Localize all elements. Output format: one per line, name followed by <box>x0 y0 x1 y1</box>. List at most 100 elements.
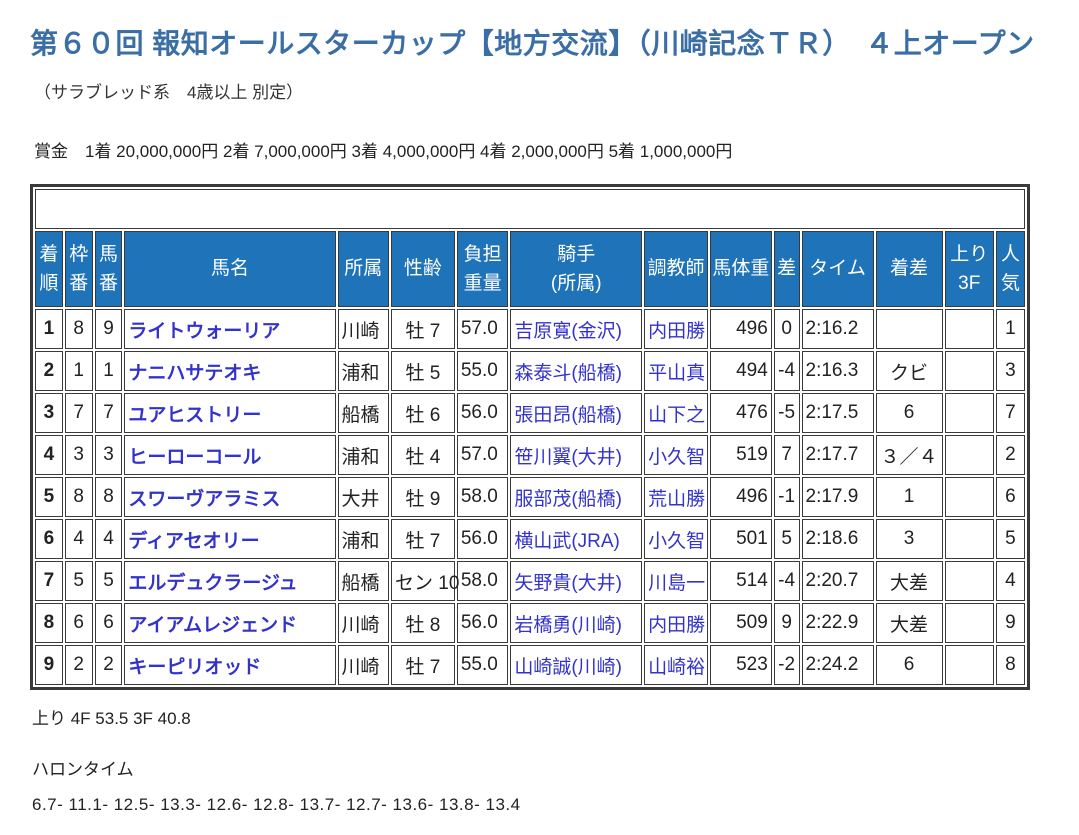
cell-popularity: 8 <box>995 645 1025 685</box>
cell-weight_diff: -4 <box>773 561 800 601</box>
cell-time: 2:17.7 <box>801 435 874 475</box>
cell-jockey: 横山武(JRA) <box>510 519 643 559</box>
cell-trainer: 小久智 <box>644 519 708 559</box>
cell-trainer: 内田勝 <box>644 603 708 643</box>
cell-rank: 1 <box>35 309 63 349</box>
cell-weight_carried: 56.0 <box>456 603 509 643</box>
horse-link[interactable]: ライトウォーリア <box>128 320 281 342</box>
cell-sex_age: 牡 7 <box>391 645 455 685</box>
cell-horse_weight: 509 <box>709 603 772 643</box>
cell-rank: 8 <box>35 603 63 643</box>
cell-popularity: 5 <box>995 519 1025 559</box>
cell-time: 2:22.9 <box>801 603 874 643</box>
cell-weight_carried: 57.0 <box>456 435 509 475</box>
cell-sex_age: 牡 4 <box>391 435 455 475</box>
horse-link[interactable]: ヒーローコール <box>128 446 262 468</box>
column-header-sex_age: 性齢 <box>391 231 455 307</box>
furlong-time-label: ハロンタイム <box>32 760 134 779</box>
cell-trainer: 荒山勝 <box>644 477 708 517</box>
result-row: 9 2 2 キーピリオッド 川崎牡 7 55.0 山崎誠(川崎) 山崎裕 523 -2 2:24.2… <box>35 645 1025 685</box>
cell-affiliation: 川崎 <box>337 309 389 349</box>
jockey-link[interactable]: 吉原寛(金沢) <box>514 320 622 342</box>
jockey-link[interactable]: 山崎誠(川崎) <box>514 656 622 678</box>
cell-number: 3 <box>94 435 123 475</box>
cell-last_3f <box>944 309 994 349</box>
column-header-weight_diff: 差 <box>773 231 800 307</box>
cell-frame: 5 <box>64 561 93 601</box>
cell-horse: ディアセオリー <box>124 519 336 559</box>
cell-rank: 6 <box>35 519 63 559</box>
cell-frame: 7 <box>64 393 93 433</box>
cell-affiliation: 浦和 <box>337 351 389 391</box>
cell-rank: 4 <box>35 435 63 475</box>
cell-weight_diff: 9 <box>773 603 800 643</box>
horse-link[interactable]: キーピリオッド <box>128 656 262 678</box>
cell-number: 6 <box>94 603 123 643</box>
cell-affiliation: 船橋 <box>337 393 389 433</box>
cell-margin: 6 <box>875 393 943 433</box>
result-row: 5 8 8 スワーヴアラミス 大井牡 9 58.0 服部茂(船橋) 荒山勝 496 -1 2:17.… <box>35 477 1025 517</box>
cell-sex_age: 牡 8 <box>391 603 455 643</box>
trainer-link[interactable]: 平山真 <box>648 362 706 384</box>
cell-horse_weight: 476 <box>709 393 772 433</box>
horse-link[interactable]: アイアムレジェンド <box>128 614 298 636</box>
jockey-link[interactable]: 張田昂(船橋) <box>514 404 622 426</box>
furlong-times: 6.7- 11.1- 12.5- 13.3- 12.6- 12.8- 13.7-… <box>32 795 521 814</box>
cell-jockey: 笹川翼(大井) <box>510 435 643 475</box>
cell-sex_age: 牡 9 <box>391 477 455 517</box>
column-header-trainer: 調教師 <box>644 231 708 307</box>
trainer-link[interactable]: 小久智 <box>648 446 706 468</box>
cell-rank: 9 <box>35 645 63 685</box>
cell-popularity: 1 <box>995 309 1025 349</box>
horse-link[interactable]: スワーヴアラミス <box>128 488 281 510</box>
cell-affiliation: 浦和 <box>337 435 389 475</box>
trainer-link[interactable]: 内田勝 <box>648 614 706 636</box>
cell-weight_diff: -1 <box>773 477 800 517</box>
cell-frame: 3 <box>64 435 93 475</box>
cell-horse: アイアムレジェンド <box>124 603 336 643</box>
jockey-link[interactable]: 矢野貴(大井) <box>514 572 622 594</box>
cell-horse: スワーヴアラミス <box>124 477 336 517</box>
cell-weight_diff: 5 <box>773 519 800 559</box>
cell-horse: エルデュクラージュ <box>124 561 336 601</box>
race-conditions: （サラブレッド系 4歳以上 別定） <box>34 83 304 102</box>
jockey-link[interactable]: 森泰斗(船橋) <box>514 362 622 384</box>
cell-frame: 4 <box>64 519 93 559</box>
trainer-link[interactable]: 山崎裕 <box>648 656 706 678</box>
cell-affiliation: 川崎 <box>337 603 389 643</box>
cell-jockey: 吉原寛(金沢) <box>510 309 643 349</box>
trainer-link[interactable]: 内田勝 <box>648 320 706 342</box>
table-title-row: １１Ｒ成績表 <box>35 189 1025 229</box>
jockey-link[interactable]: 横山武(JRA) <box>514 530 620 552</box>
cell-horse: ヒーローコール <box>124 435 336 475</box>
jockey-link[interactable]: 岩橋勇(川崎) <box>514 614 622 636</box>
cell-affiliation: 川崎 <box>337 645 389 685</box>
cell-horse_weight: 523 <box>709 645 772 685</box>
result-row: 6 4 4 ディアセオリー 浦和牡 7 56.0 横山武(JRA) 小久智 501 5 2:18.6… <box>35 519 1025 559</box>
cell-weight_carried: 55.0 <box>456 645 509 685</box>
cell-horse_weight: 514 <box>709 561 772 601</box>
cell-weight_carried: 55.0 <box>456 351 509 391</box>
jockey-link[interactable]: 笹川翼(大井) <box>514 446 622 468</box>
cell-jockey: 森泰斗(船橋) <box>510 351 643 391</box>
horse-link[interactable]: ユアヒストリー <box>128 404 262 426</box>
cell-time: 2:24.2 <box>801 645 874 685</box>
trainer-link[interactable]: 山下之 <box>648 404 706 426</box>
horse-link[interactable]: ディアセオリー <box>128 530 260 552</box>
jockey-link[interactable]: 服部茂(船橋) <box>514 488 622 510</box>
horse-link[interactable]: ナニハサテオキ <box>128 362 262 384</box>
cell-weight_diff: 0 <box>773 309 800 349</box>
trainer-link[interactable]: 小久智 <box>648 530 706 552</box>
cell-frame: 8 <box>64 309 93 349</box>
cell-last_3f <box>944 645 994 685</box>
last-furlongs-summary: 上り 4F 53.5 3F 40.8 <box>32 709 191 728</box>
trainer-link[interactable]: 荒山勝 <box>648 488 706 510</box>
cell-frame: 8 <box>64 477 93 517</box>
cell-sex_age: 牡 6 <box>391 393 455 433</box>
cell-popularity: 4 <box>995 561 1025 601</box>
trainer-link[interactable]: 川島一 <box>648 572 706 594</box>
cell-popularity: 3 <box>995 351 1025 391</box>
cell-horse_weight: 494 <box>709 351 772 391</box>
cell-last_3f <box>944 435 994 475</box>
horse-link[interactable]: エルデュクラージュ <box>128 572 298 594</box>
